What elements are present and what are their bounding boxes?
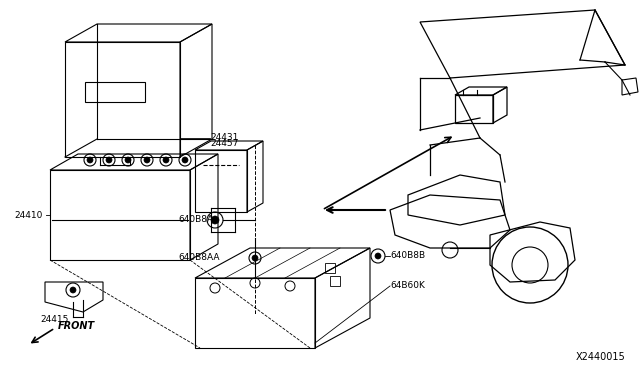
Circle shape	[70, 287, 76, 293]
Text: X2440015: X2440015	[575, 352, 625, 362]
Text: 640B8B: 640B8B	[390, 251, 425, 260]
Text: 24415: 24415	[41, 315, 69, 324]
Circle shape	[182, 157, 188, 163]
Circle shape	[125, 157, 131, 163]
Circle shape	[375, 253, 381, 259]
Circle shape	[163, 157, 169, 163]
Text: 24410: 24410	[14, 211, 42, 219]
Text: 64B60K: 64B60K	[390, 282, 425, 291]
Circle shape	[87, 157, 93, 163]
Text: 24457: 24457	[210, 139, 238, 148]
Text: FRONT: FRONT	[58, 321, 95, 331]
Circle shape	[211, 216, 219, 224]
Circle shape	[144, 157, 150, 163]
Circle shape	[106, 157, 112, 163]
Text: 640B8A: 640B8A	[178, 215, 213, 224]
Text: 640B8AA: 640B8AA	[178, 253, 220, 263]
Text: 24431: 24431	[210, 134, 238, 142]
Circle shape	[252, 255, 258, 261]
